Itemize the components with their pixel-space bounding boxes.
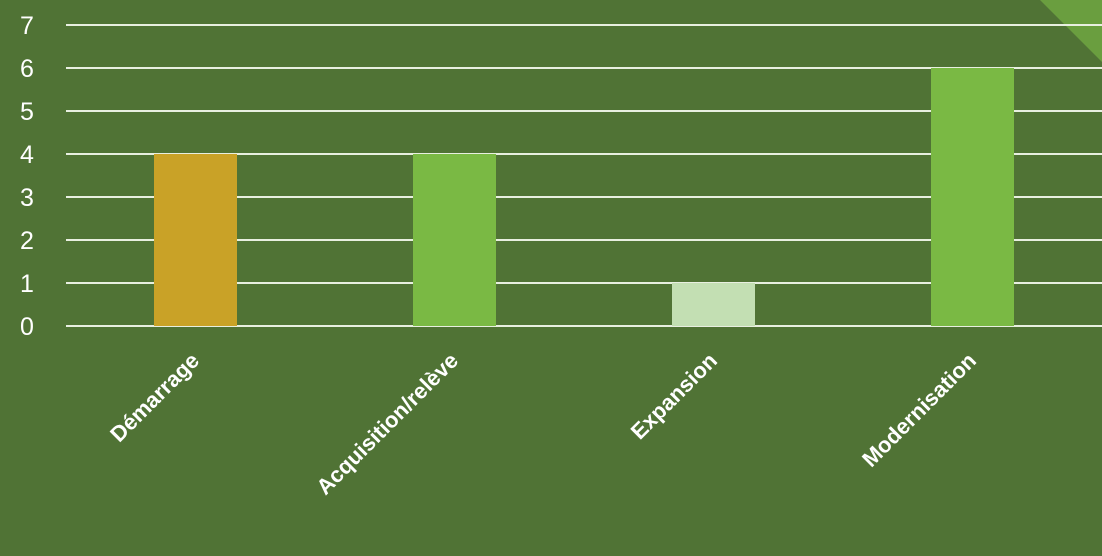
y-tick-label: 5: [20, 98, 34, 126]
y-tick-label: 0: [20, 313, 34, 341]
y-tick-label: 2: [20, 227, 34, 255]
y-tick-label: 4: [20, 141, 34, 169]
bar-acquisition-rel-ve: [413, 154, 496, 326]
y-tick-label: 6: [20, 55, 34, 83]
x-axis-category-labels: Démarrage Acquisition/relève Expansion Mode…: [105, 348, 981, 500]
y-tick-label: 7: [20, 12, 34, 40]
x-category-label: Expansion: [626, 348, 722, 444]
bars: [154, 68, 1014, 326]
bar-expansion: [672, 283, 755, 326]
corner-accent-shape: [1040, 0, 1102, 62]
gridlines: [66, 24, 1102, 327]
bar-d-marrage: [154, 154, 237, 326]
y-axis-tick-labels: 0 1 2 3 4 5 6 7: [20, 12, 34, 341]
bar-modernisation: [931, 68, 1014, 326]
x-category-label: Modernisation: [857, 348, 981, 472]
x-category-label: Démarrage: [105, 348, 204, 447]
x-category-label: Acquisition/relève: [311, 348, 463, 500]
y-tick-label: 3: [20, 184, 34, 212]
y-tick-label: 1: [20, 270, 34, 298]
